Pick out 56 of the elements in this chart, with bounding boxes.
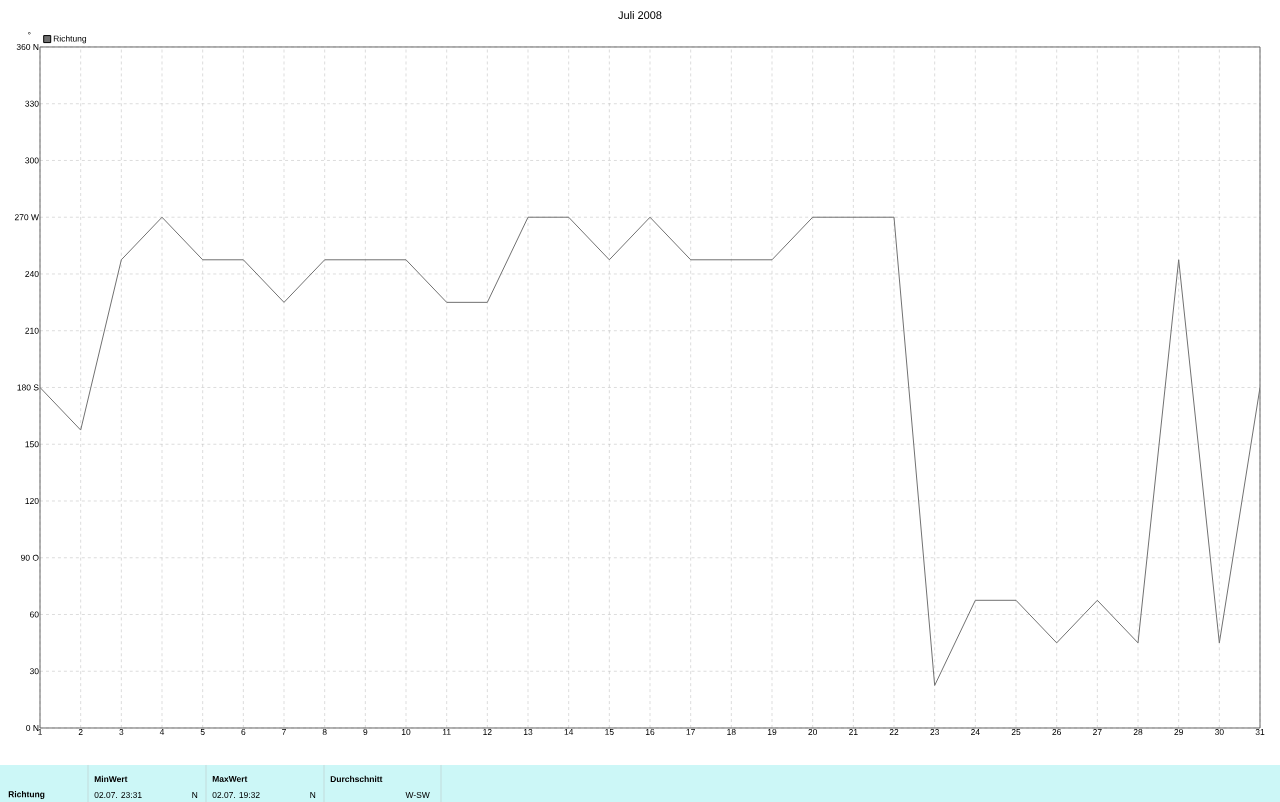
x-tick-label: 26	[1052, 728, 1062, 735]
y-tick-label: 240	[25, 270, 39, 277]
x-tick-label: 27	[1093, 728, 1102, 735]
x-tick-label: 21	[849, 728, 858, 735]
x-tick-label: 11	[442, 728, 451, 735]
x-tick-label: 7	[282, 728, 286, 735]
x-tick-label: 23	[930, 728, 940, 735]
x-tick-label: 10	[401, 728, 411, 735]
y-tick-label: 30	[29, 668, 39, 675]
x-tick-label: 31	[1255, 728, 1265, 735]
x-tick-label: 5	[200, 728, 205, 735]
y-tick-label: 150	[25, 441, 39, 448]
y-tick-label: 180 S	[17, 384, 39, 391]
text: N	[192, 791, 198, 798]
x-tick-label: 1	[38, 728, 42, 735]
x-tick-label: 30	[1214, 728, 1224, 735]
y-tick-label: 210	[25, 327, 39, 334]
y-tick-label: 120	[25, 497, 39, 504]
x-tick-label: 12	[483, 728, 492, 735]
y-tick-label: 90 O	[21, 554, 39, 561]
text: MaxWert	[212, 775, 248, 782]
text: MinWert	[94, 775, 128, 782]
x-tick-label: 25	[1011, 728, 1021, 735]
x-tick-label: 3	[119, 728, 124, 735]
text: W-SW	[405, 791, 430, 798]
x-tick-label: 20	[808, 728, 818, 735]
x-tick-label: 24	[971, 728, 980, 735]
x-tick-label: 8	[322, 728, 327, 735]
text: Richtung	[8, 790, 45, 799]
chart-title: Juli 2008	[618, 10, 662, 19]
x-tick-label: 13	[523, 728, 533, 735]
y-tick-label: 0 N	[26, 724, 39, 731]
text: 02.07. 19:32	[212, 791, 260, 798]
x-tick-label: 6	[241, 728, 246, 735]
y-tick-label: 270 W	[14, 214, 39, 221]
x-tick-label: 22	[889, 728, 899, 735]
y-tick-label: 360 N	[16, 43, 39, 50]
x-tick-label: 15	[605, 728, 614, 735]
x-tick-label: 4	[159, 728, 165, 735]
text: Durchschnitt	[330, 775, 383, 782]
x-tick-label: 16	[645, 728, 655, 735]
y-axis-title: °	[28, 31, 31, 35]
y-tick-label: 60	[30, 611, 39, 618]
x-tick-label: 2	[78, 728, 83, 735]
x-tick-label: 19	[767, 728, 777, 735]
x-tick-label: 14	[564, 728, 574, 735]
x-tick-label: 9	[363, 728, 368, 735]
text: 02.07. 23:31	[94, 791, 142, 798]
x-tick-label: 28	[1133, 728, 1143, 735]
y-tick-label: 330	[25, 100, 39, 107]
legend-label: Richtung	[53, 35, 87, 44]
x-tick-label: 18	[727, 728, 736, 735]
x-tick-label: 29	[1174, 728, 1183, 735]
x-tick-label: 17	[686, 728, 695, 735]
text: N	[310, 791, 316, 798]
y-tick-label: 300	[25, 157, 39, 164]
